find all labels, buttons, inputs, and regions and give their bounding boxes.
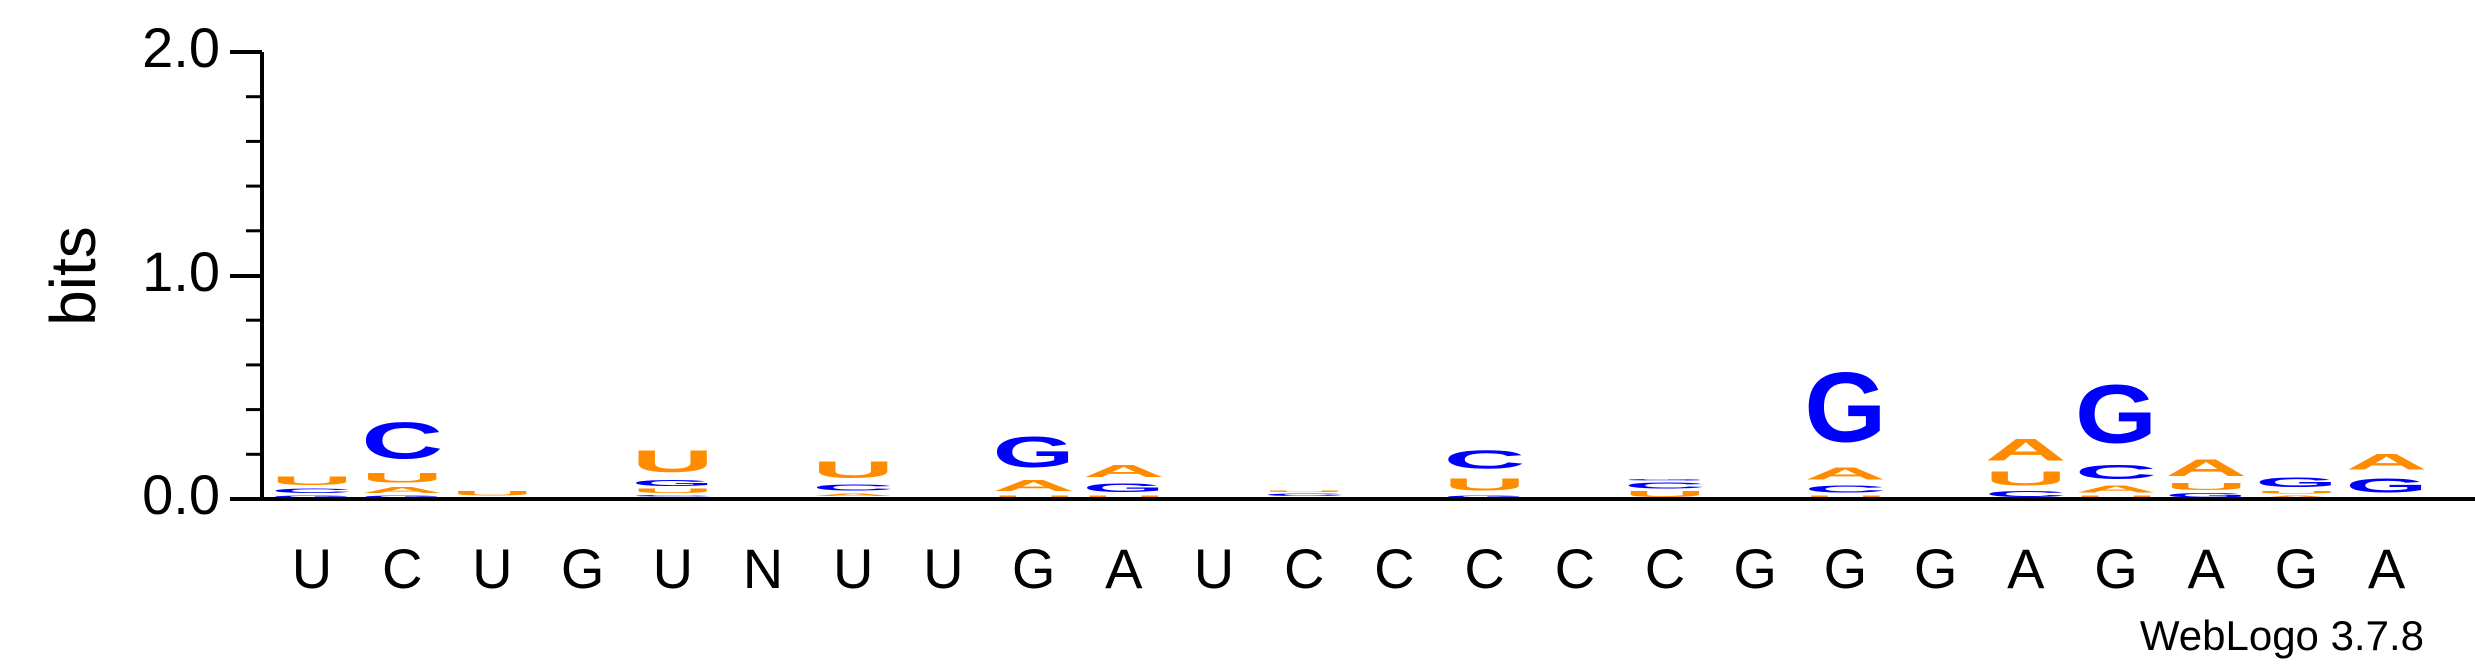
logo-letter-U: U [632, 443, 714, 479]
x-tick-label: A [2188, 537, 2226, 600]
logo-letter-C: C [361, 412, 443, 470]
y-axis-label: bits [37, 226, 109, 326]
x-tick-label: G [2275, 537, 2319, 600]
x-tick-label: G [561, 537, 605, 600]
logo-letter-A: A [2346, 450, 2428, 474]
logo-letter-U: U [2165, 481, 2247, 492]
logo-letter-C: C [1444, 445, 1526, 474]
logo-letter-G: G [2255, 474, 2337, 490]
x-tick-label: G [1914, 537, 1958, 600]
x-tick-label: G [1733, 537, 1777, 600]
logo-letter-C: C [2075, 461, 2157, 483]
x-tick-label: C [1284, 537, 1324, 600]
logo-letter-G: G [2346, 474, 2428, 496]
x-tick-label: U [292, 537, 332, 600]
x-tick-label: C [382, 537, 422, 600]
logo-letter-C: C [1624, 481, 1706, 490]
x-tick-label: C [1464, 537, 1504, 600]
x-tick-label: C [1555, 537, 1595, 600]
logo-letter-G: G [1624, 479, 1706, 481]
y-tick-label-0: 0.0 [142, 463, 220, 526]
logo-letter-U: U [1985, 468, 2067, 490]
logo-letter-A: A [812, 492, 894, 496]
x-tick-label: U [923, 537, 963, 600]
logo-letter-C: C [1804, 483, 1886, 494]
y-tick-label-2: 2.0 [142, 16, 220, 79]
logo-letter-U: U [1444, 474, 1526, 494]
x-tick-label: U [1194, 537, 1234, 600]
x-tick-label: G [2094, 537, 2138, 600]
x-tick-label: U [833, 537, 873, 600]
logo-letter-A: A [1985, 432, 2067, 468]
x-tick-label: C [1374, 537, 1414, 600]
logo-letter-A: A [1804, 463, 1886, 483]
logo-letter-G: G [2075, 368, 2157, 461]
logo-letter-A: A [2075, 483, 2157, 494]
x-tick-label: U [472, 537, 512, 600]
letter-stacks: GCUGAUCAUUACUGUGACUUAGUGAUACUGUCGUCGGUCA… [271, 351, 2428, 499]
x-tick-label: G [1012, 537, 1056, 600]
logo-letter-U: U [361, 470, 443, 486]
logo-letter-A: A [1083, 461, 1165, 481]
logo-letter-G: G [993, 428, 1075, 477]
logo-letter-U: U [271, 475, 353, 488]
logo-letter-U: U [1263, 490, 1345, 492]
logo-letter-U: U [812, 457, 894, 484]
credit-label: WebLogo 3.7.8 [2140, 612, 2424, 659]
logo-letter-G: G [1083, 481, 1165, 494]
x-tick-label: A [2007, 537, 2045, 600]
logo-letter-A: A [361, 486, 443, 495]
logo-letter-G: G [632, 479, 714, 488]
logo-letter-A: A [2165, 455, 2247, 482]
logo-letter-G: G [1804, 351, 1886, 463]
logo-letter-U: U [2255, 490, 2337, 494]
logo-letter-U: U [451, 490, 533, 497]
x-tick-label: C [1645, 537, 1685, 600]
x-tick-label: U [653, 537, 693, 600]
logo-letter-C: C [632, 495, 714, 497]
logo-letter-A: A [993, 477, 1075, 495]
y-tick-label-1: 1.0 [142, 240, 220, 303]
logo-letter-C: C [271, 488, 353, 495]
logo-letter-U: U [632, 488, 714, 495]
x-tick-label: A [1105, 537, 1143, 600]
x-tick-label: N [743, 537, 783, 600]
logo-letter-C: C [812, 483, 894, 492]
x-tick-label: A [2368, 537, 2406, 600]
logo-letter-C: C [1263, 492, 1345, 496]
x-tick-label: G [1824, 537, 1868, 600]
